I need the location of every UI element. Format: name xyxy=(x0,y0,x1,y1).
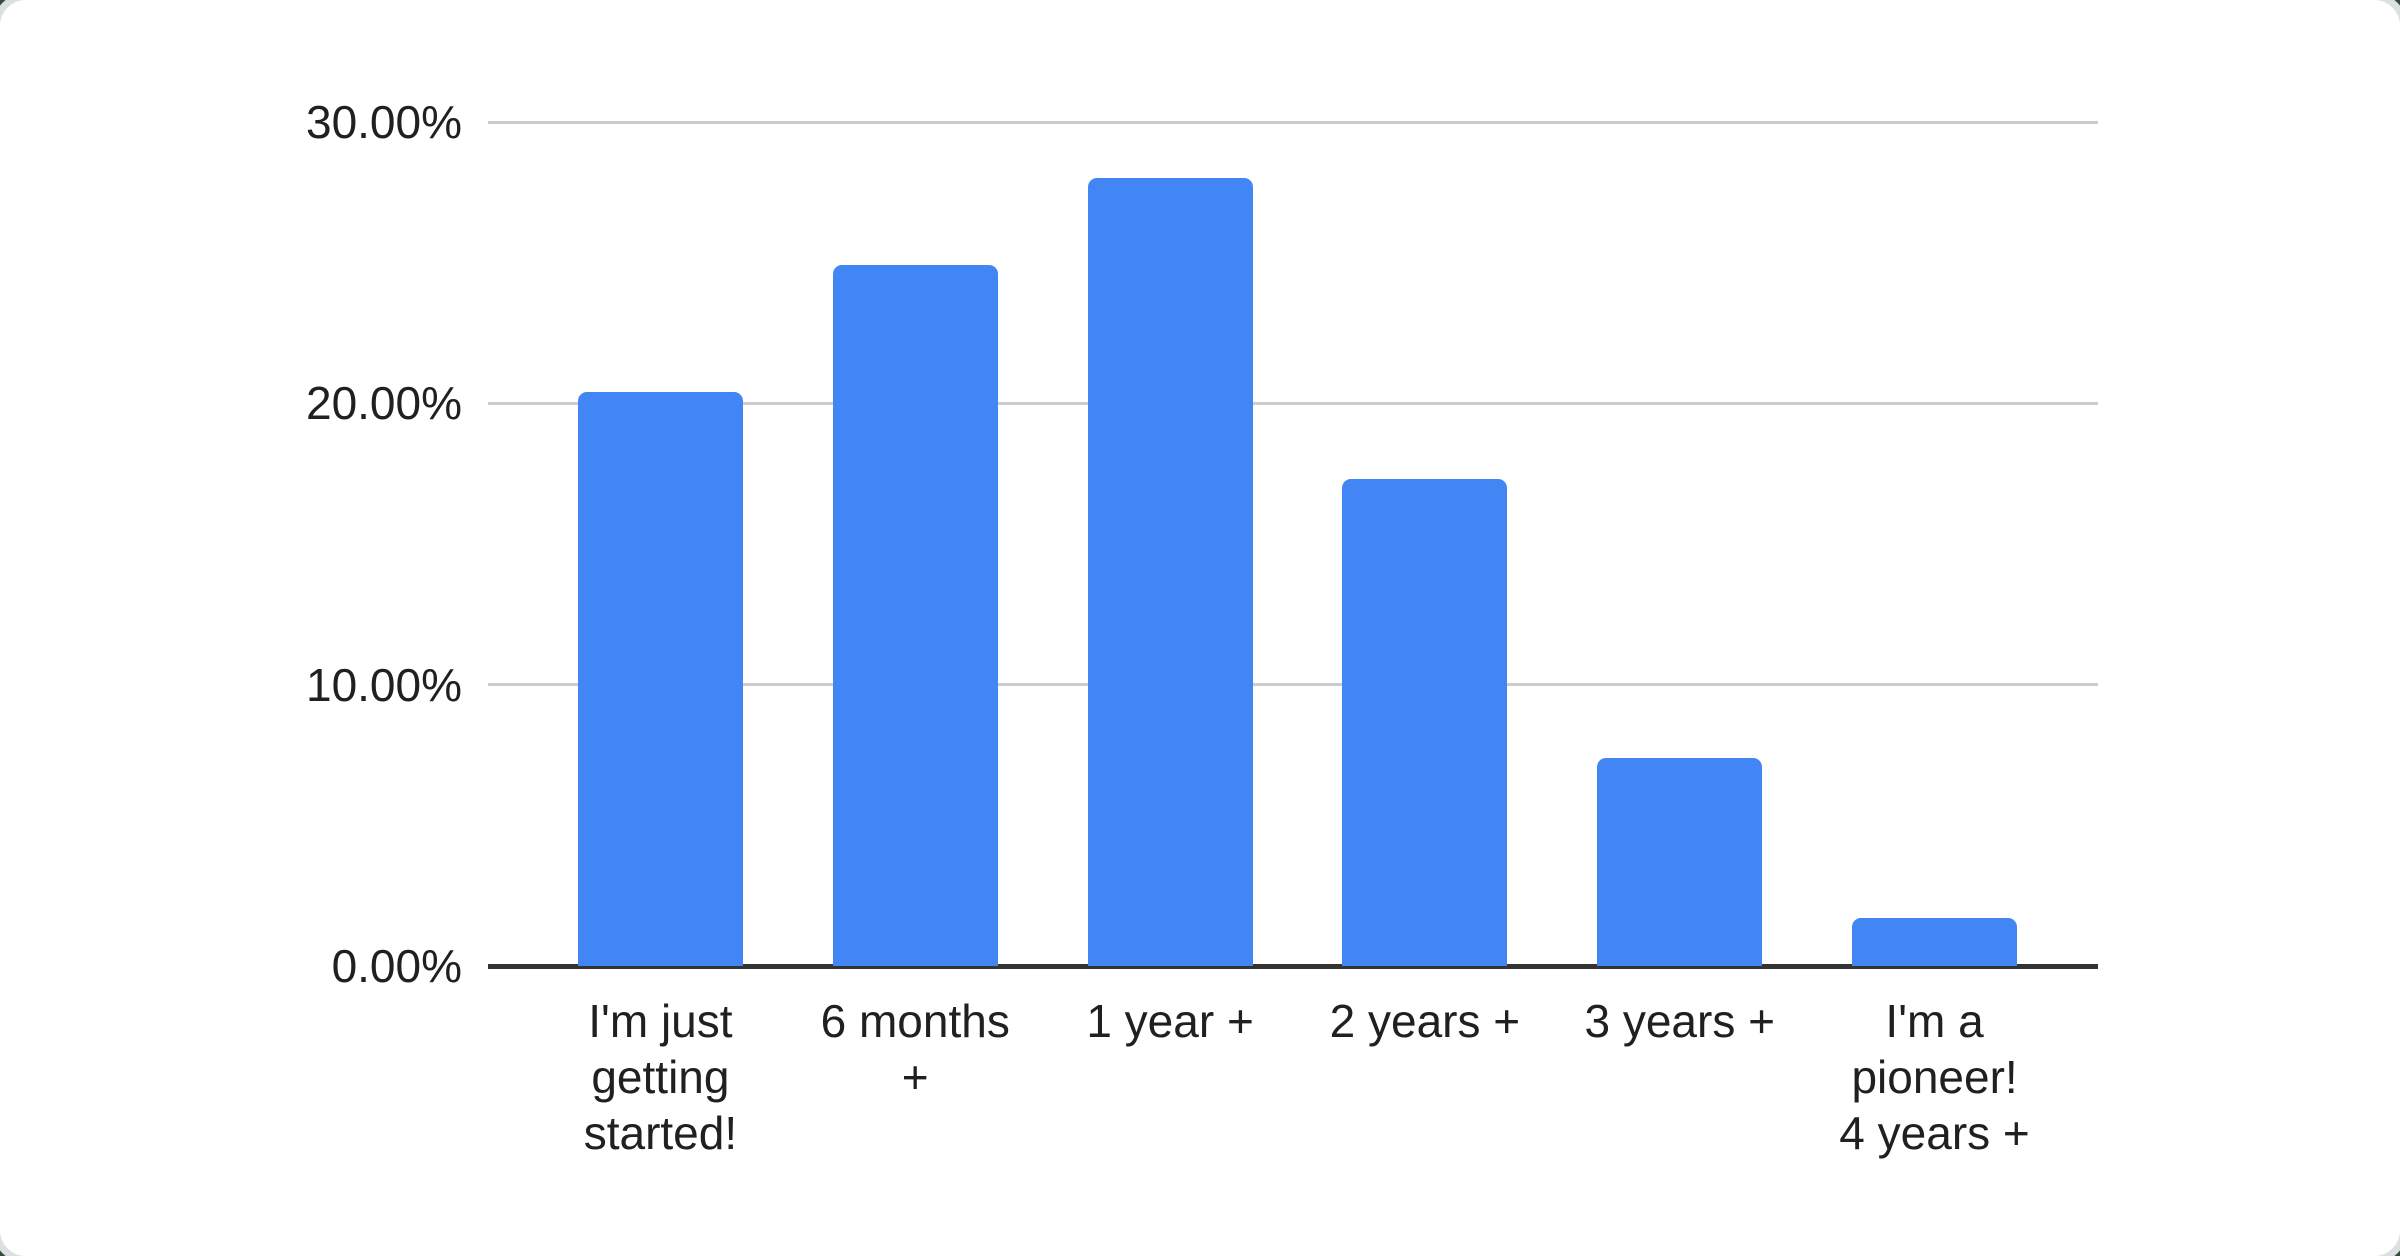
x-tick-label: 1 year + xyxy=(1043,993,1298,1049)
x-tick-label: I'm a pioneer! 4 years + xyxy=(1807,993,2062,1161)
x-tick-label: I'm just getting started! xyxy=(533,993,788,1161)
x-tick-label-line: + xyxy=(901,1051,929,1104)
bar-5 xyxy=(1597,757,1763,966)
bar-2 xyxy=(832,265,998,966)
gridline xyxy=(488,401,2098,405)
y-tick-label: 30.00% xyxy=(305,96,462,148)
y-tick-label: 0.00% xyxy=(331,940,462,992)
x-tick-label: 6 months + xyxy=(788,993,1043,1105)
y-tick-label: 20.00% xyxy=(305,377,462,430)
gridline xyxy=(488,683,2098,687)
x-tick-label-line: 6 months xyxy=(820,995,1010,1047)
bar-3 xyxy=(1087,178,1253,966)
bar-column xyxy=(533,122,788,966)
x-axis-labels: I'm just getting started! 6 months +1 year +… xyxy=(488,993,2098,1161)
x-tick-label-line: 4 years + xyxy=(1839,1107,2030,1160)
bar-column xyxy=(1552,122,1807,966)
x-tick-label-line: I'm just xyxy=(588,995,733,1047)
bar-4 xyxy=(1342,479,1508,966)
x-axis-baseline xyxy=(488,964,2098,969)
bar-column xyxy=(788,122,1043,966)
x-tick-label: 2 years + xyxy=(1297,993,1552,1049)
gridline xyxy=(488,120,2098,124)
bar-column xyxy=(1807,122,2062,966)
y-tick-label: 10.00% xyxy=(305,658,462,711)
x-tick-label-line: 2 years + xyxy=(1329,995,1521,1047)
bar-column xyxy=(1043,122,1298,966)
x-tick-label: 3 years + xyxy=(1552,993,1807,1049)
plot-area xyxy=(488,122,2098,966)
x-tick-label-line: I'm a xyxy=(1885,995,1984,1047)
bar-6 xyxy=(1852,918,2018,966)
x-tick-label-line: getting xyxy=(591,1051,730,1104)
bar-column xyxy=(1297,122,1552,966)
x-tick-label-line: pioneer! xyxy=(1851,1051,2018,1104)
x-tick-label-line: 3 years + xyxy=(1584,995,1775,1047)
bar-1 xyxy=(577,392,743,966)
x-tick-label-line: 1 year + xyxy=(1086,995,1254,1047)
x-tick-label-line: started! xyxy=(583,1107,738,1160)
